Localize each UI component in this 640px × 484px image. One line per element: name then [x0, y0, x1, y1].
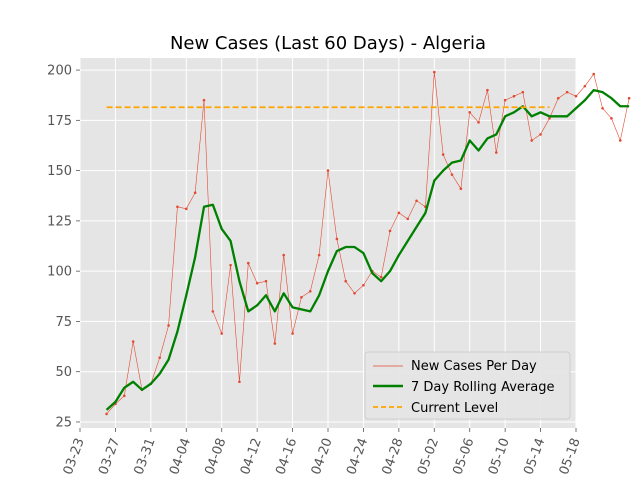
- data-point-new-cases: [441, 153, 445, 156]
- data-point-new-cases: [548, 117, 551, 120]
- data-point-new-cases: [450, 173, 454, 176]
- y-tick-label: 25: [55, 415, 72, 430]
- data-point-new-cases: [122, 394, 126, 398]
- data-point-new-cases: [583, 84, 587, 88]
- data-point-new-cases: [530, 139, 534, 142]
- data-point-new-cases: [468, 110, 472, 114]
- data-point-new-cases: [353, 291, 356, 295]
- data-point-new-cases: [229, 263, 232, 267]
- data-point-new-cases: [432, 70, 436, 74]
- y-tick-label: 200: [47, 64, 72, 79]
- y-tick-label: 150: [47, 164, 72, 179]
- series-new-cases-line: [106, 72, 630, 415]
- data-point-new-cases: [477, 121, 480, 124]
- data-point-new-cases: [300, 295, 303, 299]
- data-point-new-cases: [556, 96, 560, 100]
- data-point-new-cases: [246, 261, 250, 265]
- data-point-new-cases: [494, 151, 498, 154]
- y-tick-label: 175: [47, 114, 72, 129]
- data-point-new-cases: [415, 199, 418, 203]
- data-point-new-cases: [326, 169, 330, 172]
- data-point-new-cases: [255, 281, 259, 285]
- legend-box: [364, 351, 571, 420]
- data-point-new-cases: [202, 98, 206, 102]
- data-point-new-cases: [618, 139, 622, 142]
- data-point-new-cases: [282, 253, 286, 257]
- data-point-new-cases: [388, 229, 392, 233]
- data-point-new-cases: [344, 279, 348, 283]
- data-point-new-cases: [273, 342, 277, 345]
- data-point-new-cases: [264, 279, 268, 283]
- data-point-new-cases: [379, 275, 383, 279]
- y-tick-label: 75: [55, 315, 72, 330]
- data-point-new-cases: [503, 98, 507, 102]
- data-point-new-cases: [610, 117, 613, 120]
- data-point-new-cases: [176, 205, 179, 209]
- data-point-new-cases: [627, 96, 631, 100]
- data-point-new-cases: [406, 217, 410, 221]
- y-tick-label: 50: [55, 365, 72, 380]
- data-point-new-cases: [317, 253, 321, 257]
- data-point-new-cases: [592, 72, 596, 76]
- data-point-new-cases: [211, 310, 215, 313]
- y-tick-label: 100: [47, 265, 72, 280]
- legend: New Cases Per Day 7 Day Rolling Average …: [364, 351, 571, 420]
- data-point-new-cases: [193, 191, 197, 195]
- data-point-new-cases: [105, 412, 108, 416]
- data-point-new-cases: [539, 133, 542, 136]
- grid-lines: [79, 58, 577, 428]
- data-point-new-cases: [184, 207, 188, 211]
- series-layer: [105, 70, 631, 416]
- data-point-new-cases: [459, 187, 463, 191]
- y-tick-label: 125: [47, 214, 72, 229]
- data-point-new-cases: [220, 332, 224, 335]
- legend-label-current-level: Current Level: [411, 401, 498, 416]
- legend-label-new-cases: New Cases Per Day: [411, 359, 537, 374]
- data-point-new-cases: [308, 289, 312, 293]
- data-point-new-cases: [574, 94, 578, 98]
- data-point-new-cases: [512, 94, 516, 98]
- data-point-new-cases: [565, 90, 569, 94]
- data-point-new-cases: [291, 332, 294, 335]
- data-point-new-cases: [601, 106, 604, 110]
- series-rolling-average-line: [105, 89, 630, 411]
- data-point-new-cases: [397, 211, 401, 215]
- data-point-new-cases: [131, 340, 135, 343]
- data-point-new-cases: [335, 237, 339, 241]
- data-point-new-cases: [238, 380, 241, 384]
- data-point-new-cases: [486, 88, 489, 92]
- data-point-new-cases: [167, 324, 170, 327]
- data-point-new-cases: [362, 283, 365, 287]
- chart-title: New Cases (Last 60 Days) - Algeria: [170, 33, 486, 54]
- legend-label-rolling-average: 7 Day Rolling Average: [411, 380, 554, 395]
- data-point-new-cases: [521, 90, 525, 94]
- data-point-new-cases: [158, 356, 162, 359]
